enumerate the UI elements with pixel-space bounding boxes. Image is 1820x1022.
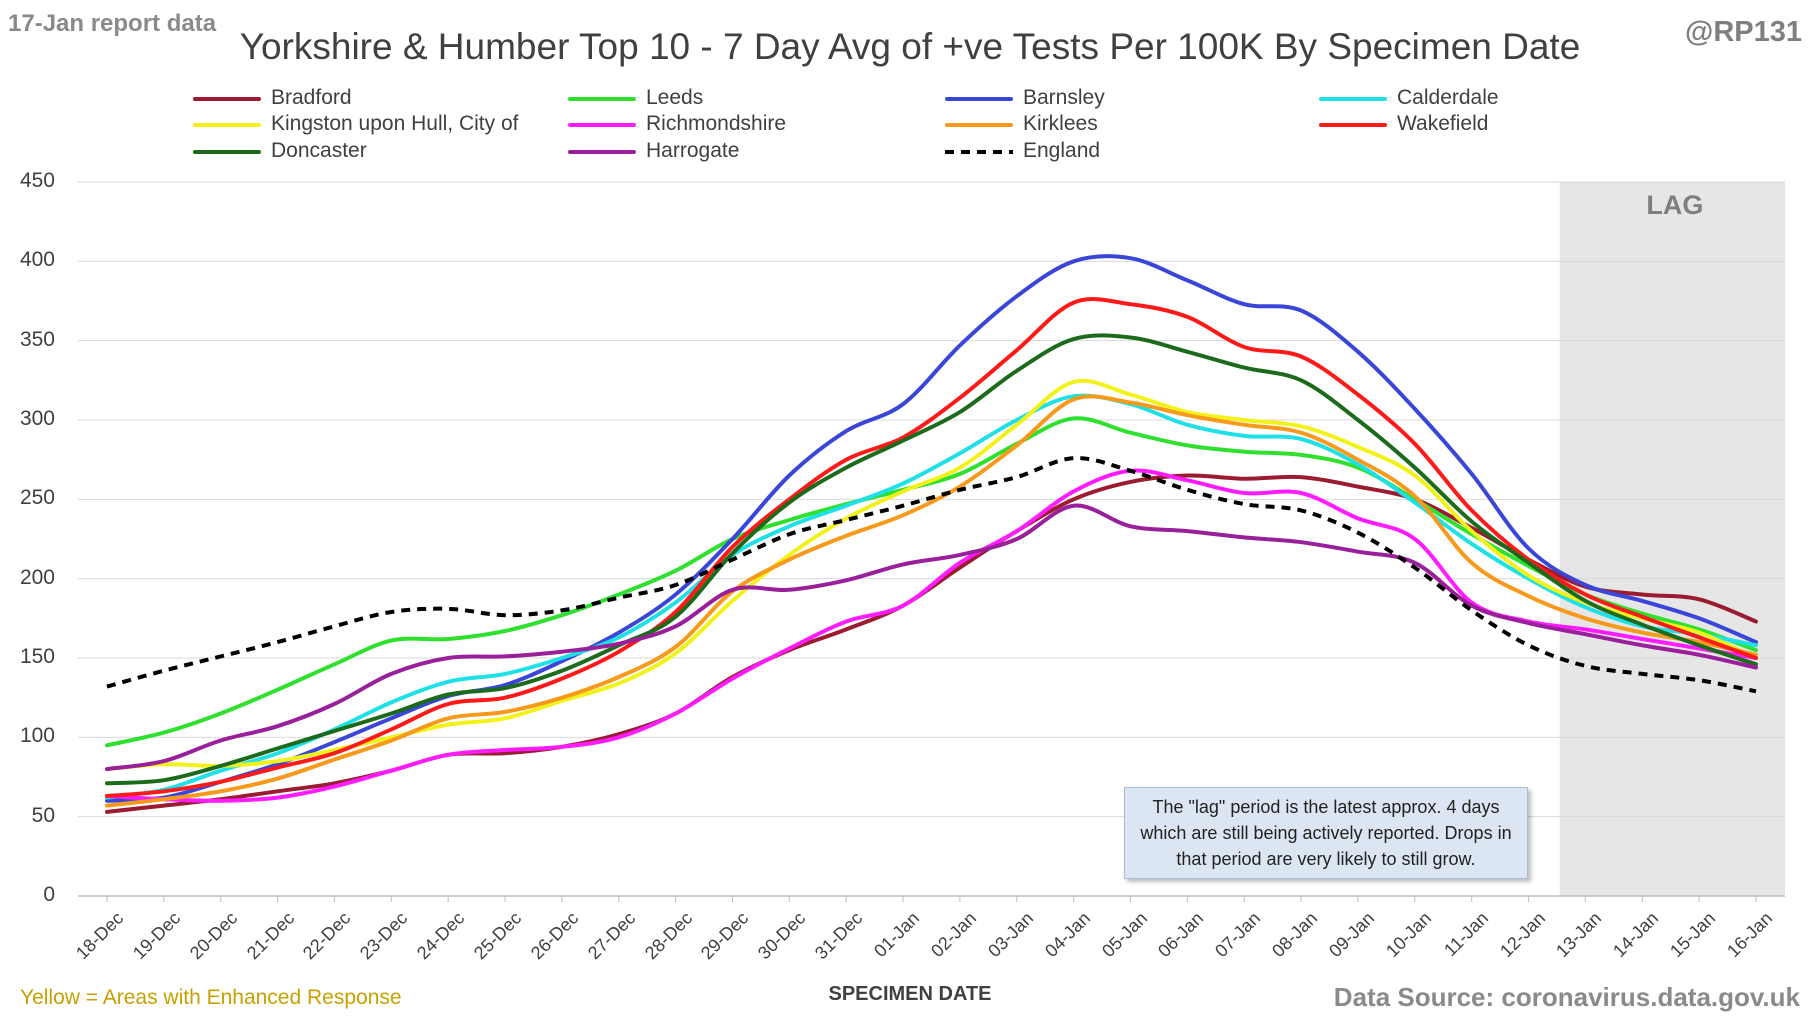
y-tick-label: 0 xyxy=(43,883,55,906)
y-tick-label: 150 xyxy=(19,645,55,668)
series-line-calderdale xyxy=(105,393,1758,800)
author-handle: @RP131 xyxy=(1685,16,1802,48)
legend-label: Calderdale xyxy=(1397,86,1499,109)
x-axis-label: SPECIMEN DATE xyxy=(828,983,992,1005)
legend-swatch xyxy=(193,150,261,154)
legend-label: Leeds xyxy=(646,86,704,109)
y-tick-label: 450 xyxy=(19,169,55,192)
series-line-wakefield xyxy=(105,297,1758,798)
series-line-kingston-upon-hull-city-of xyxy=(105,378,1758,772)
legend-swatch xyxy=(1319,123,1387,127)
y-tick-label: 200 xyxy=(19,565,55,589)
legend-label: Bradford xyxy=(271,86,352,109)
legend-swatch xyxy=(193,97,261,101)
chart-title: Yorkshire & Humber Top 10 - 7 Day Avg of… xyxy=(239,26,1581,67)
legend-label: Barnsley xyxy=(1023,86,1105,109)
series-line-harrogate xyxy=(105,503,1758,772)
legend-swatch xyxy=(568,97,636,101)
legend-label: Harrogate xyxy=(646,139,740,162)
legend-label: Kingston upon Hull, City of xyxy=(271,112,519,135)
legend-swatch xyxy=(193,123,261,127)
enhanced-response-footnote: Yellow = Areas with Enhanced Response xyxy=(20,986,402,1009)
data-source: Data Source: coronavirus.data.gov.uk xyxy=(1333,982,1800,1012)
y-tick-label: 100 xyxy=(19,724,55,748)
legend-label: Doncaster xyxy=(271,139,367,162)
lag-label: LAG xyxy=(1646,190,1704,220)
legend-label: Kirklees xyxy=(1023,112,1098,135)
series-line-richmondshire xyxy=(105,468,1758,803)
legend-swatch xyxy=(568,150,636,154)
series-line-barnsley xyxy=(105,254,1758,803)
legend-label: Wakefield xyxy=(1397,112,1489,135)
y-tick-label: 400 xyxy=(19,248,55,272)
y-tick-label: 50 xyxy=(31,803,55,827)
legend-swatch xyxy=(1319,97,1387,101)
lag-region xyxy=(1559,182,1785,896)
legend-swatch xyxy=(945,97,1013,101)
series-line-kirklees xyxy=(105,394,1758,808)
lag-note: The "lag" period is the latest approx. 4… xyxy=(1124,787,1528,879)
legend-swatch xyxy=(945,123,1013,127)
y-tick-label: 250 xyxy=(19,486,55,510)
legend-label: England xyxy=(1023,139,1101,162)
legend-label: Richmondshire xyxy=(646,112,787,135)
legend-swatch xyxy=(568,123,636,127)
y-tick-label: 300 xyxy=(19,407,55,430)
series-line-england xyxy=(106,456,1757,694)
legend-swatch xyxy=(945,150,1013,154)
series-line-doncaster xyxy=(105,333,1758,786)
y-tick-label: 350 xyxy=(19,327,55,351)
report-date: 17-Jan report data xyxy=(8,10,217,37)
